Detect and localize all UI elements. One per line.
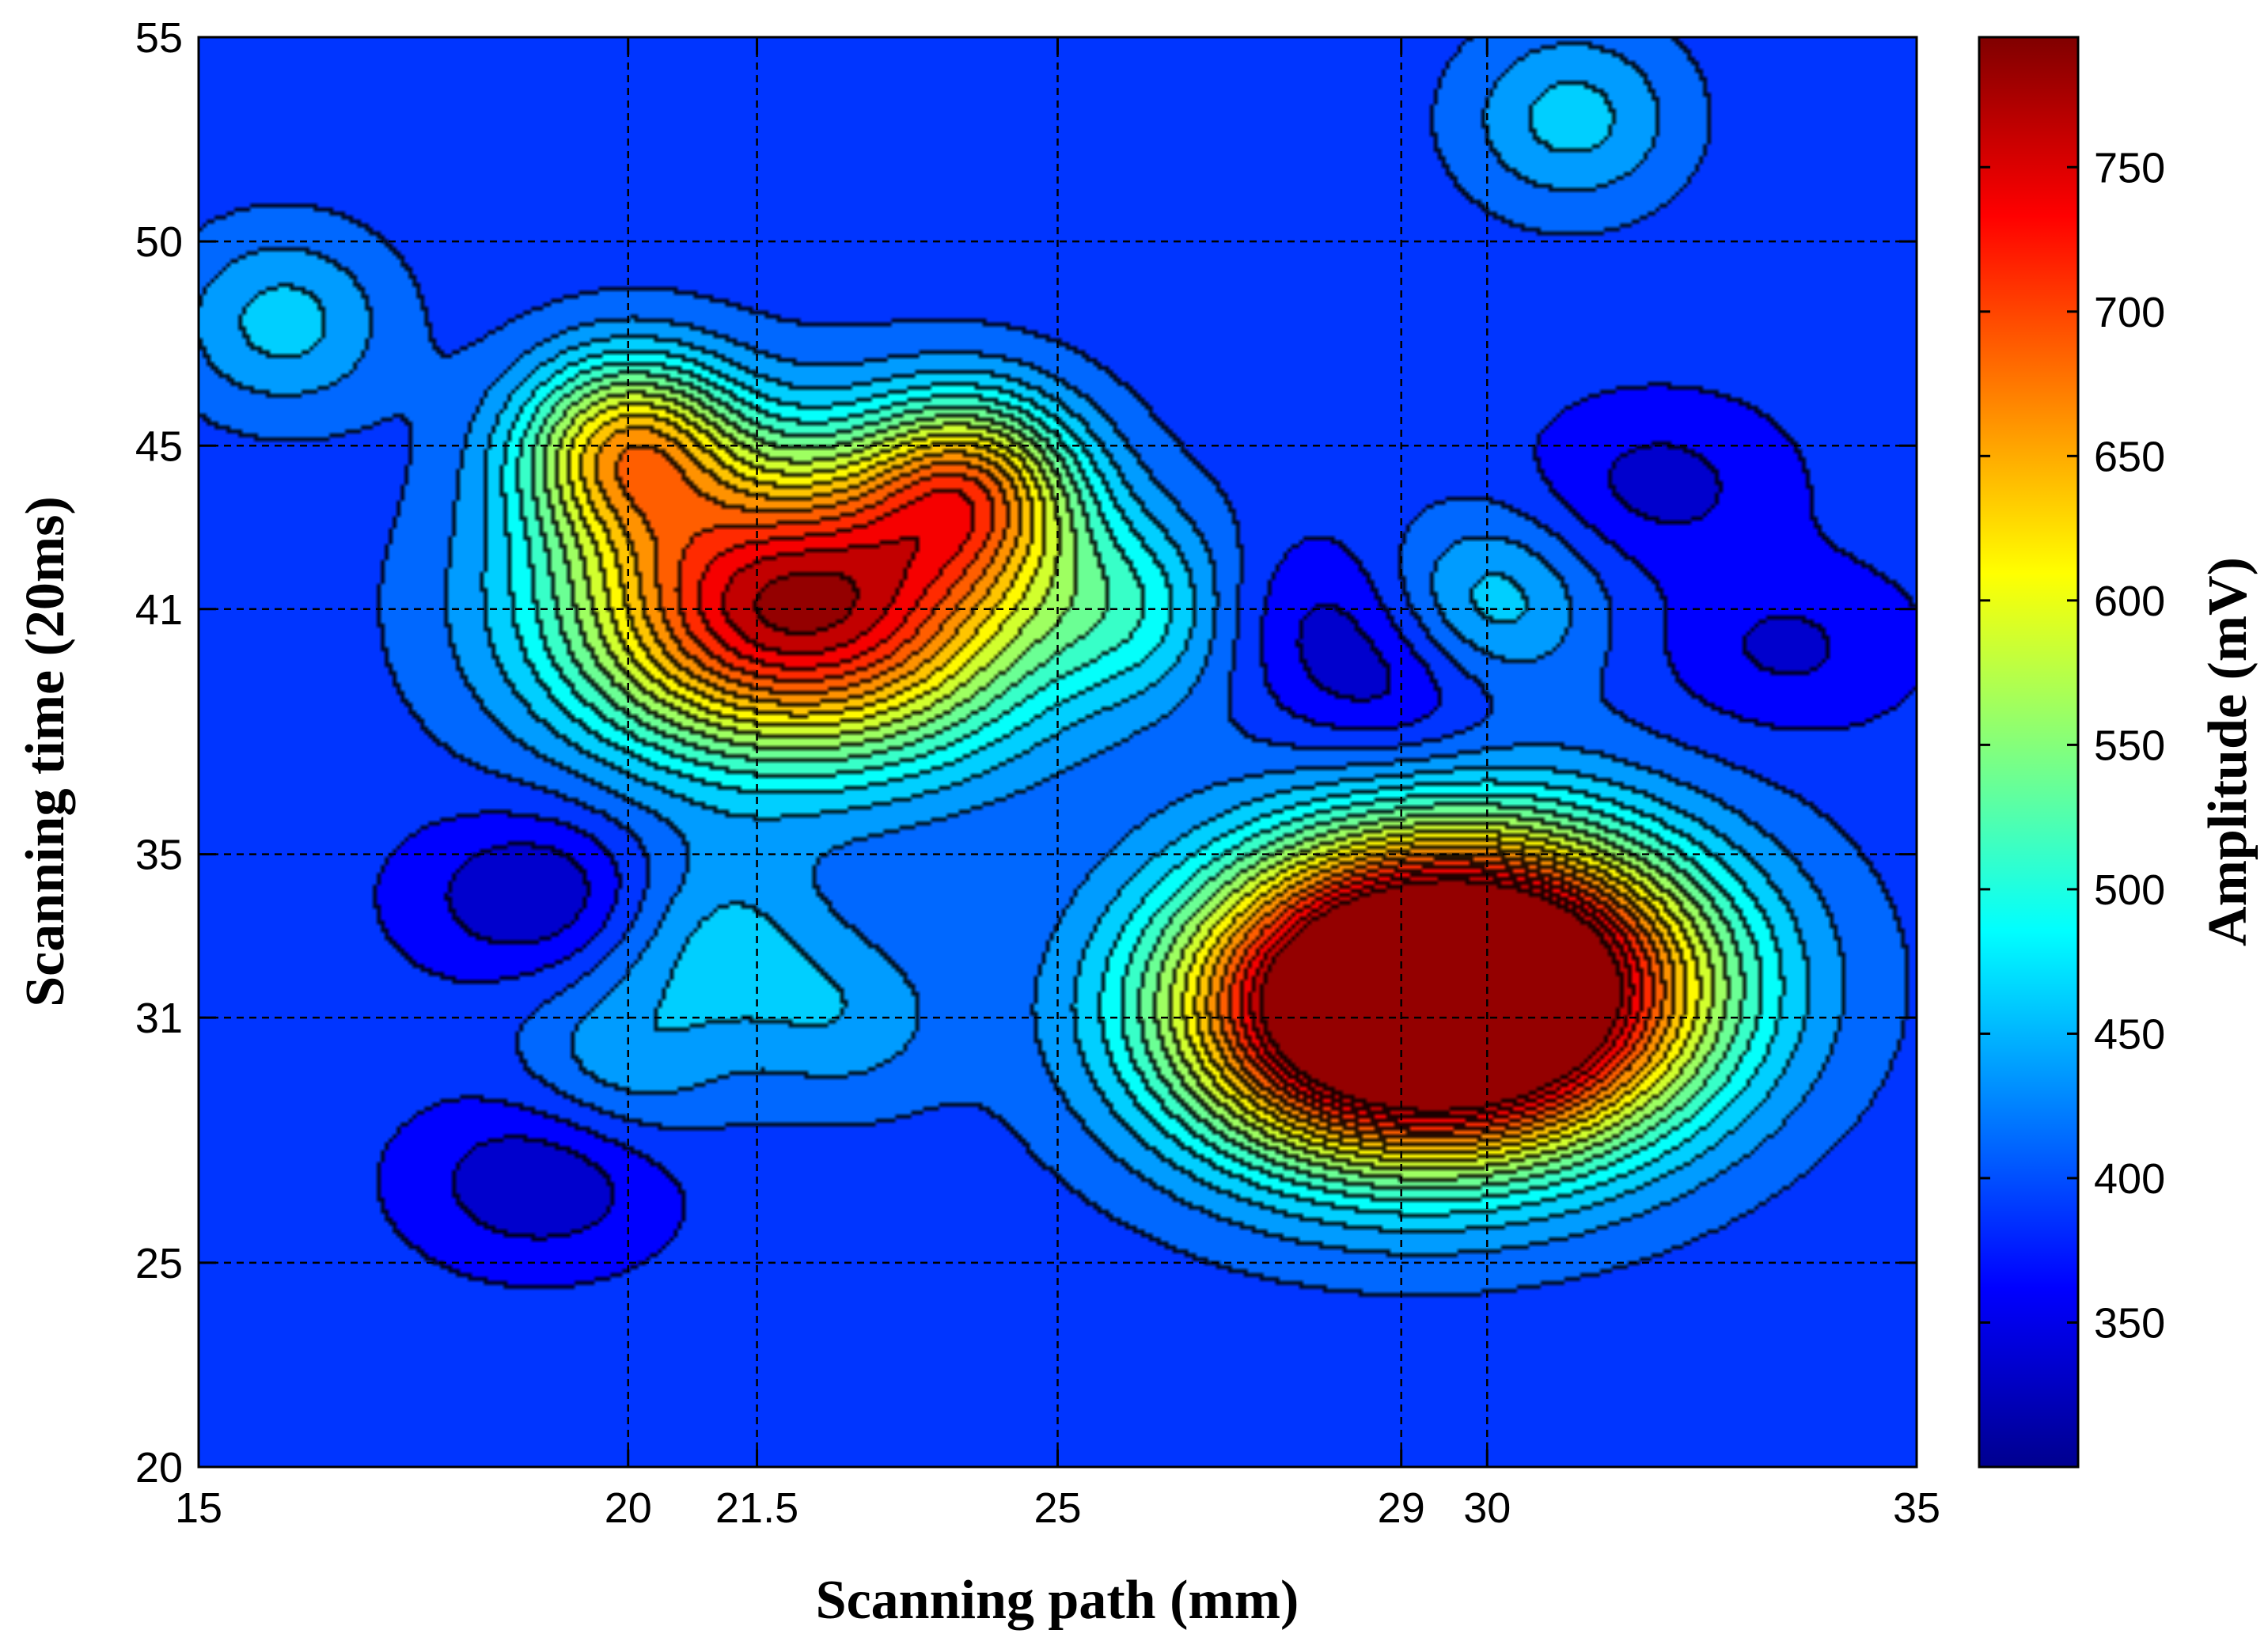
- grid-lines: [199, 37, 1917, 1467]
- x-axis-title: Scanning path (mm): [816, 1570, 1299, 1631]
- colorbar-tick-label: 450: [2094, 1010, 2165, 1058]
- y-tick-label: 41: [135, 586, 183, 634]
- colorbar-ticks: 350 400 450 500 550 600 650 700 750: [1979, 144, 2165, 1347]
- x-axis-ticks: 15 20 21.5 25 29 30 35: [175, 37, 1940, 1532]
- x-tick-label: 25: [1033, 1484, 1081, 1532]
- y-tick-label: 35: [135, 832, 183, 879]
- y-axis-ticks: 20 25 31 35 41 45 50 55: [135, 14, 1917, 1491]
- y-tick-label: 45: [135, 423, 183, 470]
- colorbar-tick-label: 650: [2094, 433, 2165, 480]
- colorbar-tick-label: 600: [2094, 578, 2165, 625]
- x-tick-label: 21.5: [715, 1484, 798, 1532]
- x-tick-label: 35: [1893, 1484, 1940, 1532]
- y-tick-label: 25: [135, 1240, 183, 1287]
- y-tick-label: 55: [135, 14, 183, 62]
- colorbar-tick-label: 350: [2094, 1299, 2165, 1347]
- colorbar-tick-label: 750: [2094, 144, 2165, 191]
- x-tick-label: 29: [1378, 1484, 1425, 1532]
- y-tick-label: 31: [135, 995, 183, 1042]
- y-tick-label: 20: [135, 1444, 183, 1491]
- colorbar-tick-label: 550: [2094, 722, 2165, 769]
- colorbar-tick-label: 700: [2094, 289, 2165, 336]
- colorbar: [1978, 36, 2080, 1469]
- x-tick-label: 15: [175, 1484, 222, 1532]
- colorbar-tick-label: 500: [2094, 866, 2165, 914]
- x-tick-label: 20: [605, 1484, 652, 1532]
- y-tick-label: 50: [135, 218, 183, 266]
- colorbar-tick-label: 400: [2094, 1155, 2165, 1203]
- y-axis-title: Scanning time (20ms): [15, 496, 76, 1007]
- x-tick-label: 30: [1463, 1484, 1511, 1532]
- colorbar-title: Amplitude (mV): [2198, 557, 2259, 946]
